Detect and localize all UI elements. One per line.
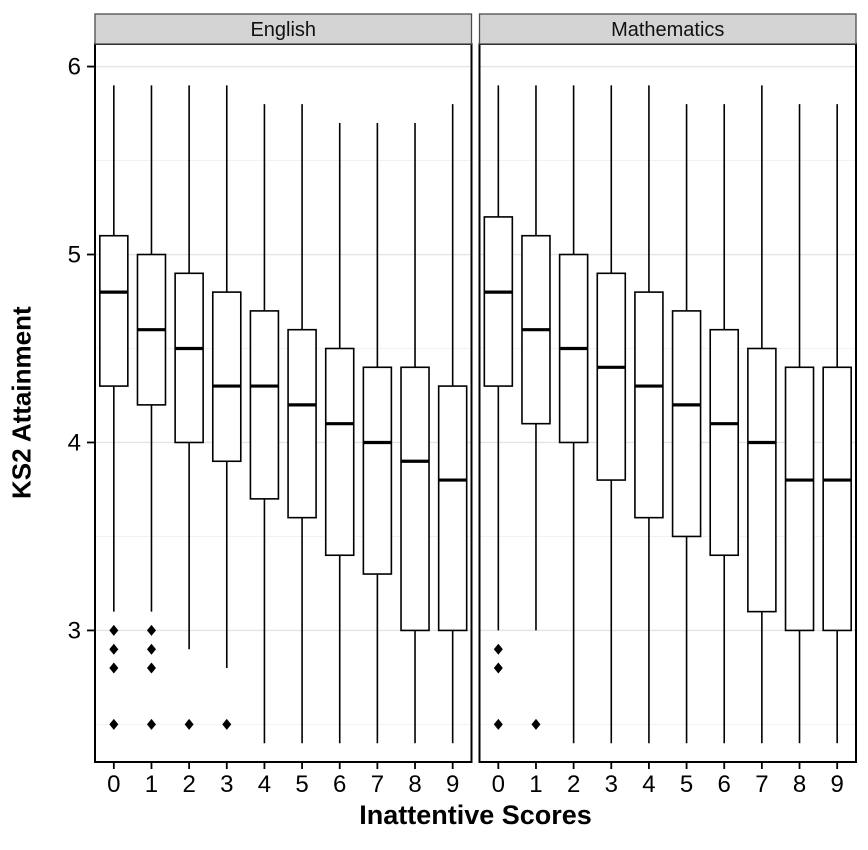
box-english-4 <box>249 104 280 744</box>
x-tick-label: 6 <box>718 771 731 798</box>
outlier-point <box>146 662 156 674</box>
iqr-box <box>596 272 627 481</box>
box-mathematics-0 <box>483 85 514 730</box>
x-tick-label: 9 <box>446 771 459 798</box>
x-tick-label: 1 <box>529 771 542 798</box>
iqr-box <box>400 366 430 632</box>
outlier-point <box>109 624 119 636</box>
facet-english: English 0 1 2 3 4 5 6 7 8 9 <box>94 13 473 798</box>
outlier-point <box>109 718 119 730</box>
x-tick-label: 7 <box>755 771 768 798</box>
outlier-point <box>531 718 541 730</box>
outlier-point <box>146 643 156 655</box>
x-tick-label: 4 <box>258 771 271 798</box>
iqr-box <box>99 234 129 387</box>
y-tick-label: 3 <box>68 617 81 644</box>
box-mathematics-2 <box>558 85 589 744</box>
x-tick-label: 6 <box>333 771 346 798</box>
iqr-box <box>822 366 852 632</box>
iqr-box <box>784 366 815 632</box>
box-mathematics-4 <box>634 85 664 744</box>
box-english-6 <box>324 122 355 744</box>
x-tick-label: 3 <box>220 771 233 798</box>
box-mathematics-8 <box>784 104 815 744</box>
facet-label: English <box>250 19 316 41</box>
box-mathematics-7 <box>747 85 777 744</box>
facet-label: Mathematics <box>611 19 724 41</box>
iqr-box <box>709 328 740 557</box>
iqr-box <box>211 291 242 463</box>
facet-strip <box>478 13 857 45</box>
box-english-0 <box>99 85 129 730</box>
box-english-3 <box>211 85 242 730</box>
box-english-9 <box>437 104 468 744</box>
x-tick-label: 2 <box>567 771 580 798</box>
outlier-point <box>222 718 232 730</box>
x-tick-label: 7 <box>371 771 384 798</box>
box-english-8 <box>400 122 430 744</box>
facet-mathematics: Mathematics 0 1 2 3 4 5 6 7 8 9 <box>478 13 857 798</box>
outlier-point <box>146 624 156 636</box>
x-tick-label: 3 <box>605 771 618 798</box>
x-tick-label: 2 <box>182 771 195 798</box>
iqr-box <box>483 216 514 387</box>
box-mathematics-3 <box>596 85 627 744</box>
box-english-1 <box>136 85 167 730</box>
y-axis-title: KS2 Attainment <box>6 306 37 500</box>
iqr-box <box>747 347 777 613</box>
outlier-point <box>109 662 119 674</box>
box-mathematics-1 <box>521 85 551 730</box>
box-english-5 <box>287 104 317 744</box>
iqr-box <box>634 291 664 519</box>
facet-strip <box>94 13 473 45</box>
x-tick-label: 4 <box>642 771 655 798</box>
outlier-point <box>109 643 119 655</box>
box-english-7 <box>362 122 393 744</box>
box-english-2 <box>174 85 204 730</box>
box-mathematics-9 <box>822 104 852 744</box>
outlier-point <box>146 718 156 730</box>
y-tick-label: 5 <box>68 242 81 269</box>
x-tick-label: 5 <box>680 771 693 798</box>
iqr-box <box>174 272 204 444</box>
x-axis-title: Inattentive Scores <box>359 800 592 830</box>
y-tick-label: 6 <box>68 54 81 81</box>
iqr-box <box>324 347 355 557</box>
iqr-box <box>437 385 468 632</box>
y-tick-label: 4 <box>68 429 81 456</box>
box-mathematics-5 <box>671 104 702 744</box>
iqr-box <box>249 310 280 500</box>
iqr-box <box>671 310 702 538</box>
x-tick-label: 0 <box>492 771 505 798</box>
x-tick-label: 0 <box>107 771 120 798</box>
outlier-point <box>184 718 194 730</box>
iqr-box <box>287 328 317 519</box>
x-tick-label: 1 <box>145 771 158 798</box>
outlier-point <box>493 662 503 674</box>
x-tick-label: 9 <box>830 771 843 798</box>
x-tick-label: 8 <box>793 771 806 798</box>
outlier-point <box>493 718 503 730</box>
iqr-box <box>362 366 393 575</box>
outlier-point <box>493 643 503 655</box>
box-mathematics-6 <box>709 104 740 744</box>
x-tick-label: 5 <box>295 771 308 798</box>
x-tick-label: 8 <box>408 771 421 798</box>
